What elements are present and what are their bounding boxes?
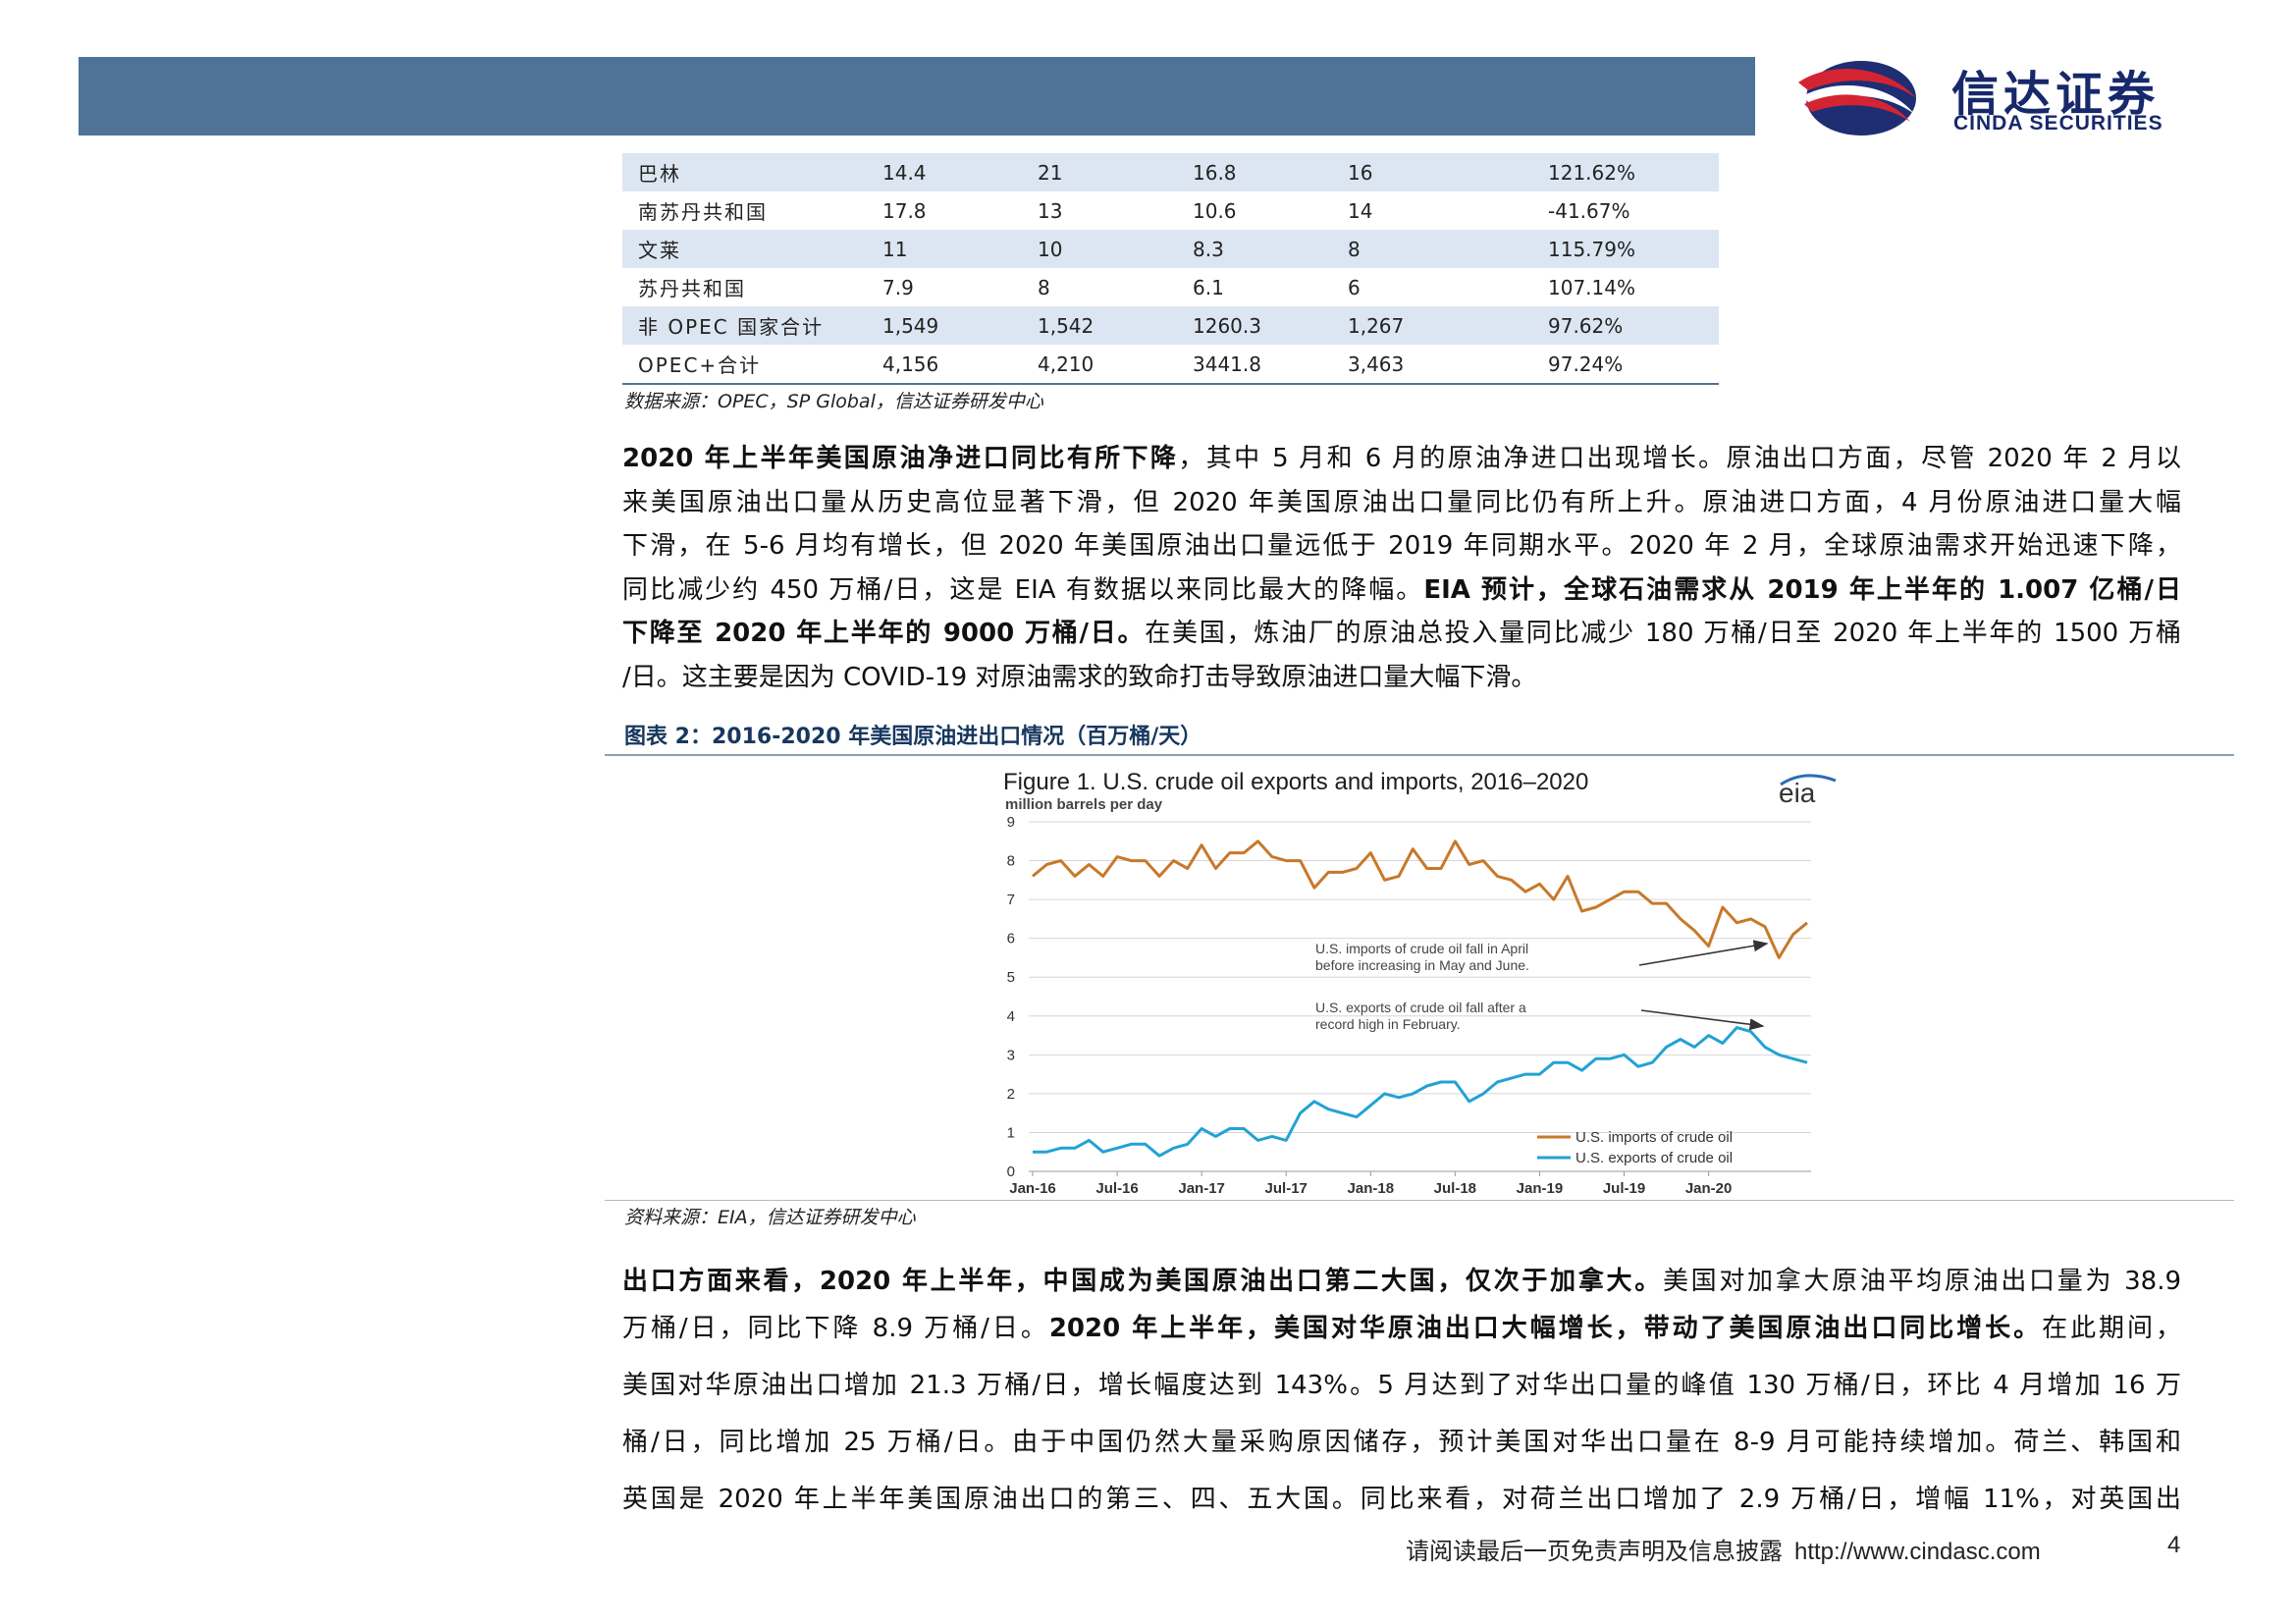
y-tick-label: 0 (1007, 1164, 1015, 1180)
footer: 请阅读最后一页免责声明及信息披露 http://www.cindasc.com (1406, 1532, 2041, 1566)
figure-source-note: 资料来源：EIA，信达证券研发中心 (624, 1207, 916, 1228)
text-line: 2020 年上半年美国原油净进口同比有所下降，其中 5 月和 6 月的原油净进口… (622, 444, 2181, 473)
table-row: 文莱 11 10 8.3 8 115.79% (622, 230, 1719, 268)
chart-canvas: Figure 1. U.S. crude oil exports and imp… (1003, 769, 1837, 1197)
x-tick-label: Jan-19 (1517, 1180, 1564, 1197)
logo-english-name: CINDA SECURITIES (1953, 112, 2163, 135)
legend-imports-label: U.S. imports of crude oil (1575, 1129, 1733, 1146)
paragraph-exports: 出口方面来看，2020 年上半年，中国成为美国原油出口第二大国，仅次于加拿大。美… (622, 1253, 2181, 1528)
y-tick-label: 8 (1007, 853, 1015, 870)
logo-emblem-icon (1798, 61, 1916, 135)
imports-series-line (1032, 839, 1808, 959)
x-tick-label: Jan-17 (1178, 1180, 1225, 1197)
table-row: 巴林 14.4 21 16.8 16 121.62% (622, 153, 1719, 191)
x-tick-label: Jan-16 (1009, 1180, 1056, 1197)
annotation-imports-line2: before increasing in May and June. (1315, 957, 1529, 973)
table-row: OPEC+合计 4,156 4,210 3441.8 3,463 97.24% (622, 345, 1719, 385)
x-tick-label: Jan-20 (1685, 1180, 1733, 1197)
x-tick-label: Jul-16 (1095, 1180, 1138, 1197)
text-line: 下滑，在 5-6 月均有增长，但 2020 年美国原油出口量远低于 2019 年… (622, 531, 2181, 561)
y-tick-label: 4 (1007, 1008, 1015, 1025)
text-line: 来美国原油出口量从历史高位显著下滑，但 2020 年美国原油出口量同比仍有所上升… (622, 487, 2181, 517)
y-tick-label: 1 (1007, 1124, 1015, 1141)
paragraph-imports: 2020 年上半年美国原油净进口同比有所下降，其中 5 月和 6 月的原油净进口… (622, 437, 2181, 699)
text-line: 美国对华原油出口增加 21.3 万桶/日，增长幅度达到 143%。5 月达到了对… (622, 1371, 2181, 1400)
legend-exports-label: U.S. exports of crude oil (1575, 1150, 1733, 1166)
eia-logo-arc-icon (1780, 774, 1837, 786)
annotation-imports-arrow (1638, 940, 1769, 966)
figure-title: 图表 2：2016-2020 年美国原油进出口情况（百万桶/天） (624, 725, 1202, 749)
y-tick-label: 3 (1007, 1047, 1015, 1063)
figure-top-rule (605, 754, 2234, 756)
header-bar (79, 57, 1755, 135)
table-source-note: 数据来源：OPEC，SP Global，信达证券研发中心 (624, 391, 1043, 412)
oil-trade-chart: Figure 1. U.S. crude oil exports and imp… (982, 761, 1845, 1198)
text-line: 同比减少约 450 万桶/日，这是 EIA 有数据以来同比最大的降幅。EIA 预… (622, 574, 2182, 605)
annotation-imports-line1: U.S. imports of crude oil fall in April (1315, 941, 1528, 956)
y-tick-label: 9 (1007, 814, 1015, 831)
company-logo: 信达证券 CINDA SECURITIES (1794, 49, 2207, 143)
text-line: /日。这主要是因为 COVID-19 对原油需求的致命打击导致原油进口量大幅下滑… (622, 662, 1537, 692)
y-tick-label: 7 (1007, 892, 1015, 908)
footer-url[interactable]: http://www.cindasc.com (1794, 1539, 2041, 1565)
annotation-exports-arrow (1640, 1009, 1765, 1031)
x-tick-label: Jul-17 (1265, 1180, 1308, 1197)
y-tick-label: 2 (1007, 1086, 1015, 1103)
text-line: 出口方面来看，2020 年上半年，中国成为美国原油出口第二大国，仅次于加拿大。美… (622, 1267, 2182, 1296)
page-number: 4 (2167, 1532, 2181, 1558)
footer-disclaimer: 请阅读最后一页免责声明及信息披露 (1406, 1538, 1783, 1565)
y-tick-label: 5 (1007, 969, 1015, 986)
oil-production-table: 巴林 14.4 21 16.8 16 121.62% 南苏丹共和国 17.8 13 10.6 14… (622, 153, 1719, 385)
text-line: 英国是 2020 年上半年美国原油出口的第三、四、五大国。同比来看，对荷兰出口增… (622, 1485, 2181, 1514)
x-tick-label: Jul-19 (1603, 1180, 1645, 1197)
annotation-exports-line2: record high in February. (1315, 1016, 1461, 1032)
logo-chinese-name: 信达证券 (1951, 67, 2161, 122)
x-tick-label: Jul-18 (1434, 1180, 1476, 1197)
text-line: 桶/日，同比增加 25 万桶/日。由于中国仍然大量采购原因储存，预计美国对华出口… (622, 1428, 2181, 1457)
chart-title: Figure 1. U.S. crude oil exports and imp… (1003, 769, 1588, 795)
figure-bottom-rule (605, 1200, 2234, 1201)
table-row: 苏丹共和国 7.9 8 6.1 6 107.14% (638, 275, 1635, 301)
table-row: 非 OPEC 国家合计 1,549 1,542 1260.3 1,267 97.62% (622, 306, 1719, 345)
x-tick-label: Jan-18 (1348, 1180, 1395, 1197)
text-line: 下降至 2020 年上半年的 9000 万桶/日。在美国，炼油厂的原油总投入量同… (622, 619, 2181, 648)
chart-ylabel: million barrels per day (1005, 796, 1163, 813)
table-row: 南苏丹共和国 17.8 13 10.6 14 -41.67% (638, 198, 1630, 225)
text-line: 万桶/日，同比下降 8.9 万桶/日。2020 年上半年，美国对华原油出口大幅增… (622, 1314, 2181, 1343)
annotation-exports-line1: U.S. exports of crude oil fall after a (1315, 1000, 1526, 1015)
y-tick-label: 6 (1007, 931, 1015, 947)
exports-series-line (1033, 1026, 1808, 1158)
